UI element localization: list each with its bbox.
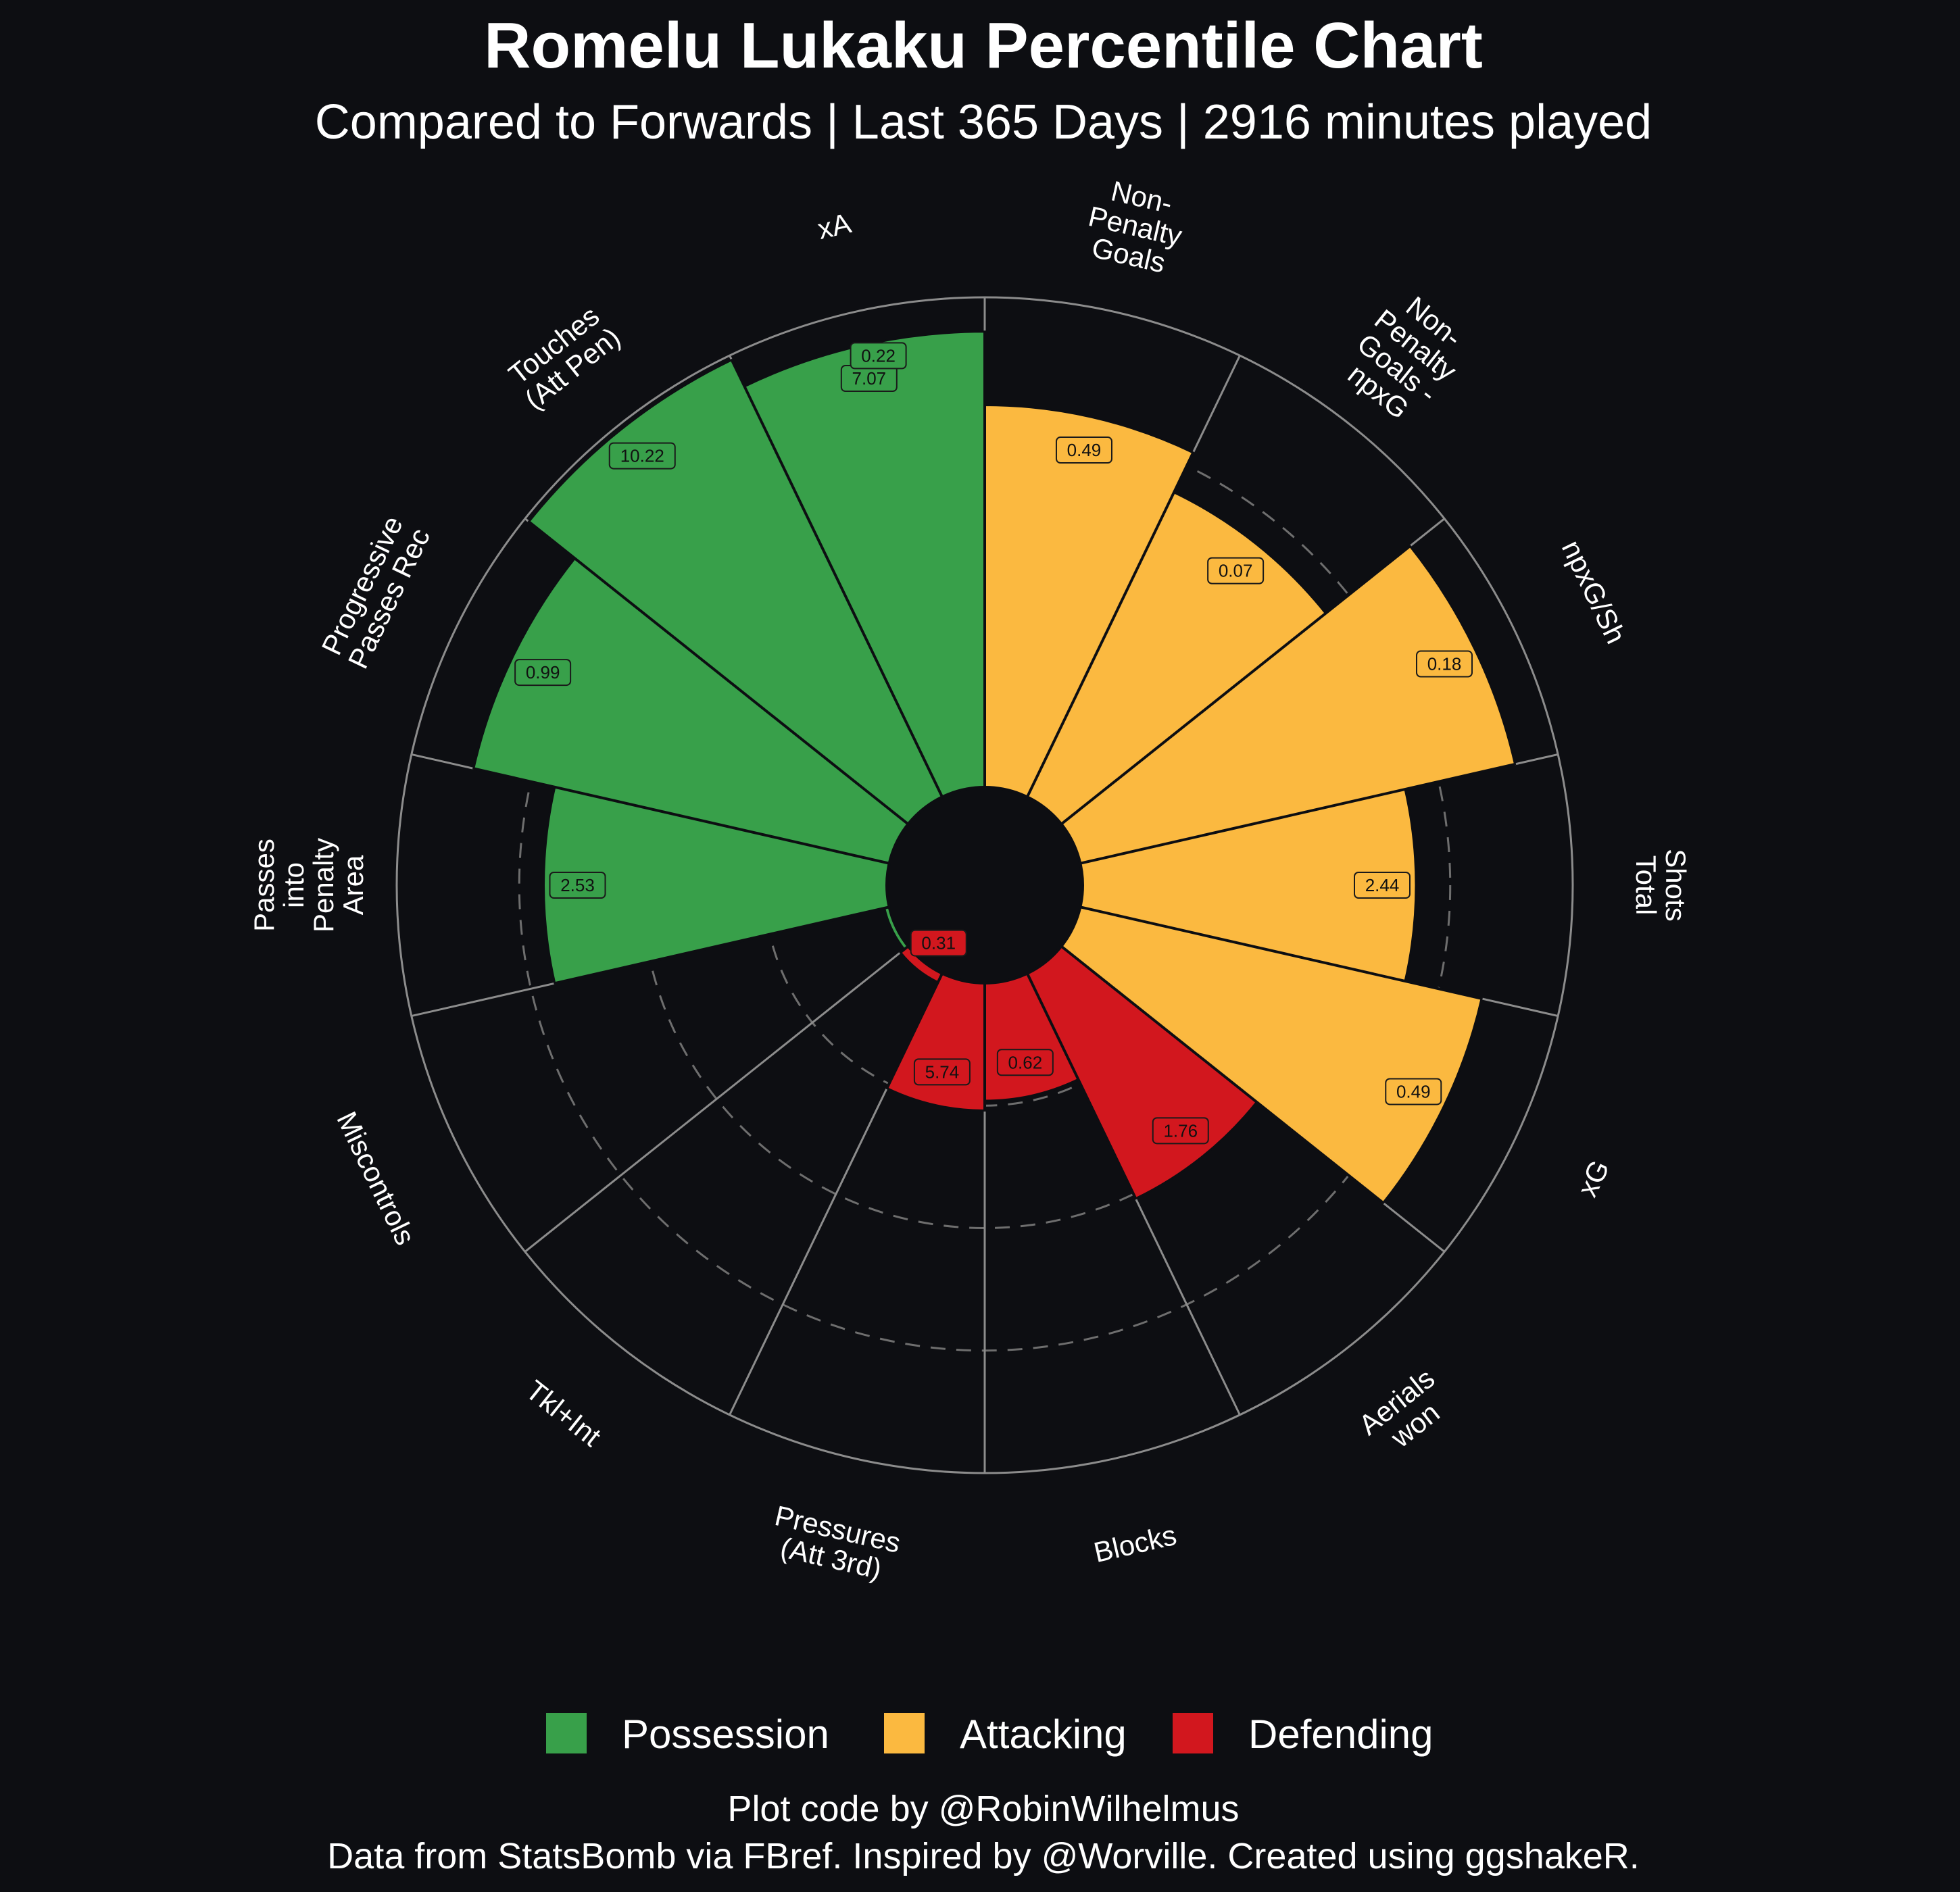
value-label: 0.31 — [910, 929, 967, 957]
value-label-text: 0.49 — [1396, 1081, 1431, 1101]
caption-line-1: Plot code by @RobinWilhelmus — [727, 1789, 1239, 1829]
category-label: xA — [814, 207, 854, 245]
bar-divider — [1060, 545, 1411, 826]
legend: Possession Attacking Defending — [546, 1712, 1434, 1757]
value-label-box — [1207, 557, 1265, 584]
value-label-text: 0.07 — [1219, 561, 1253, 581]
value-label-text: 5.74 — [925, 1062, 960, 1082]
category-label-line: Area — [337, 855, 369, 915]
category-label-line: Passes — [248, 839, 280, 932]
category-label-line: Shots — [1660, 849, 1692, 921]
value-label-box — [1416, 650, 1473, 678]
value-label-box — [1354, 872, 1411, 899]
value-label-box — [1385, 1078, 1442, 1105]
category-label-line: xA — [814, 207, 854, 245]
value-label-text: 1.76 — [1163, 1120, 1198, 1141]
bar-divider — [473, 767, 890, 865]
value-label: 0.07 — [1207, 557, 1265, 584]
value-label: 0.49 — [1385, 1078, 1442, 1105]
bar-divider — [885, 972, 944, 1089]
bar-divider — [1026, 451, 1195, 798]
value-label-text: 10.22 — [620, 446, 664, 466]
value-label-text: 0.99 — [526, 662, 560, 682]
legend-swatch-attacking — [884, 1713, 925, 1753]
value-label-text: 0.22 — [861, 345, 896, 366]
value-label-box — [1055, 437, 1112, 464]
category-label: PassesintoPenaltyArea — [248, 838, 369, 932]
category-label: Non-PenaltyGoals -npxG — [1331, 280, 1481, 433]
value-label-box — [850, 342, 907, 370]
category-label-line: into — [278, 862, 310, 908]
legend-label-defending: Defending — [1248, 1712, 1434, 1757]
chart-subtitle: Compared to Forwards | Last 365 Days | 2… — [315, 95, 1652, 149]
value-label: 2.44 — [1354, 872, 1411, 899]
grid-spoke — [524, 945, 909, 1253]
legend-label-possession: Possession — [622, 1712, 829, 1757]
value-label-box — [913, 1058, 971, 1086]
value-label-box — [996, 1049, 1054, 1076]
value-label-box — [910, 929, 967, 957]
value-label: 5.74 — [913, 1058, 971, 1086]
value-label-box — [1152, 1117, 1209, 1145]
value-label-text: 2.44 — [1365, 875, 1400, 895]
value-label: 2.53 — [549, 872, 606, 899]
value-label-text: 0.62 — [1008, 1052, 1043, 1072]
value-label: 0.99 — [514, 659, 572, 687]
bar-divider — [528, 520, 909, 826]
category-label-line: Total — [1630, 855, 1662, 916]
value-label-text: 2.53 — [560, 875, 595, 895]
value-label: 10.22 — [608, 442, 676, 470]
value-label-text: 0.49 — [1067, 440, 1102, 460]
value-label-box — [608, 442, 676, 470]
value-label-text: 7.07 — [852, 368, 887, 389]
value-label-text: 0.18 — [1427, 654, 1462, 674]
chart-title: Romelu Lukaku Percentile Chart — [484, 9, 1483, 82]
category-label: ShotsTotal — [1630, 849, 1692, 921]
caption-line-2: Data from StatsBomb via FBref. Inspired … — [327, 1836, 1640, 1876]
bar-divider — [554, 905, 890, 985]
value-label-box — [514, 659, 572, 687]
bar-divider — [1079, 762, 1516, 865]
legend-swatch-defending — [1173, 1713, 1213, 1753]
bar-divider — [900, 945, 909, 954]
value-label: 0.49 — [1055, 437, 1112, 464]
bar-divider — [1060, 945, 1384, 1204]
category-label-line: Penalty — [308, 838, 339, 932]
value-label: 0.22 — [850, 342, 907, 370]
value-label: 1.76 — [1152, 1117, 1209, 1145]
value-label: 0.62 — [996, 1049, 1054, 1076]
bar-divider — [1079, 905, 1482, 1000]
value-label: 7.07 — [840, 365, 898, 393]
value-label-box — [549, 872, 606, 899]
value-label-text: 0.31 — [921, 933, 956, 953]
legend-label-attacking: Attacking — [960, 1712, 1127, 1757]
value-labels: 0.49 0.07 0.18 2.44 0.49 1.76 0.62 5.74 0.31 2.53… — [514, 342, 1473, 1145]
bar-divider — [730, 359, 944, 798]
bar-divider — [1026, 972, 1137, 1199]
value-label: 0.18 — [1416, 650, 1473, 678]
legend-swatch-possession — [546, 1713, 587, 1753]
